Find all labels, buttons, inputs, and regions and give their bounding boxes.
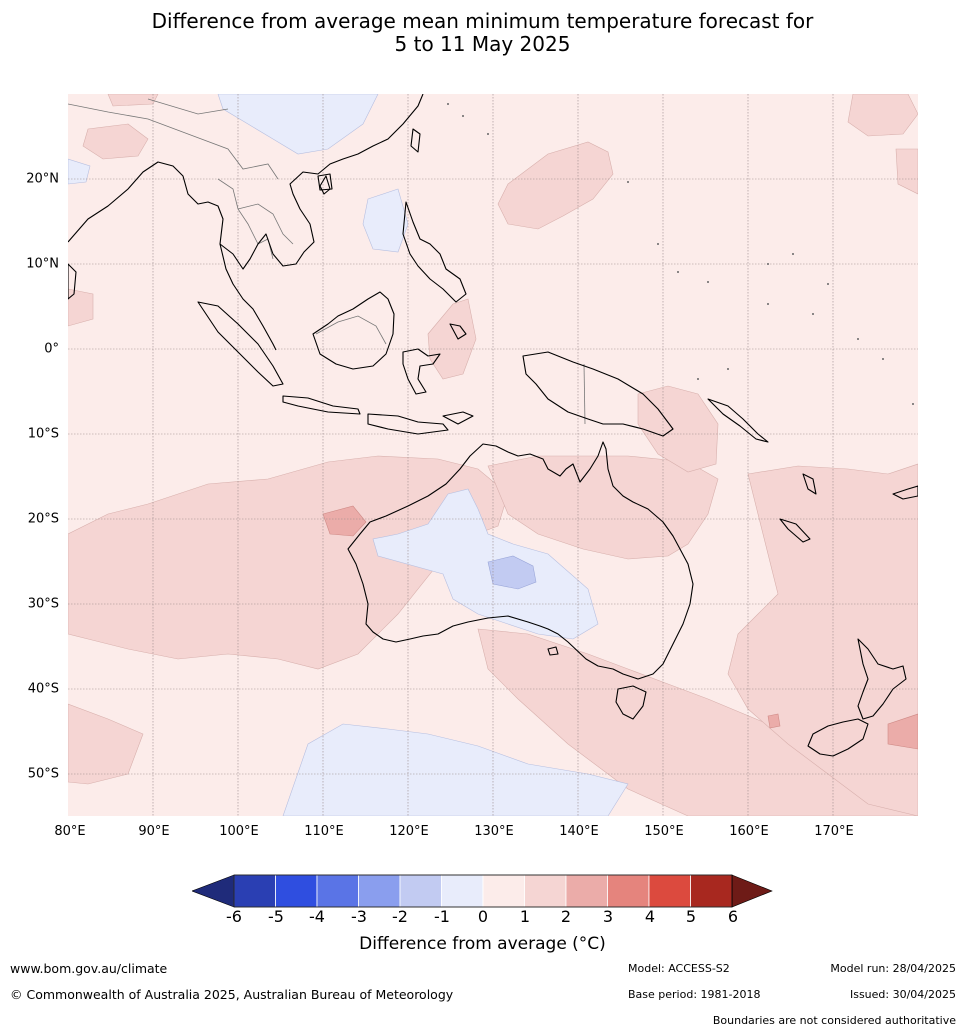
colorbar-segment bbox=[731, 874, 773, 908]
lat-label-10n: 10°N bbox=[26, 256, 59, 272]
colorbar-segment bbox=[233, 874, 276, 908]
colorbar-tick: 3 bbox=[602, 907, 614, 926]
model-run-date: Model run: 28/04/2025 bbox=[830, 962, 956, 975]
sumatra bbox=[197, 301, 284, 387]
base-period: Base period: 1981-2018 bbox=[628, 988, 761, 1001]
colorbar-tick: -4 bbox=[309, 907, 325, 926]
colorbar-tick: 2 bbox=[560, 907, 572, 926]
colorbar-tick: 4 bbox=[644, 907, 656, 926]
lon-label-90e: 90°E bbox=[138, 824, 170, 839]
colorbar-tick: -1 bbox=[434, 907, 450, 926]
lon-label-140e: 140°E bbox=[559, 824, 599, 839]
colorbar-segment bbox=[482, 874, 525, 908]
lat-label-20n: 20°N bbox=[26, 171, 59, 187]
title-line-1: Difference from average mean minimum tem… bbox=[151, 9, 814, 33]
borneo bbox=[312, 291, 395, 370]
colorbar-label: Difference from average (°C) bbox=[359, 934, 606, 954]
colorbar-tick: -5 bbox=[268, 907, 284, 926]
colorbar-tick: 5 bbox=[685, 907, 697, 926]
map-title: Difference from average mean minimum tem… bbox=[0, 10, 965, 56]
colorbar-segment bbox=[275, 874, 318, 908]
lon-label-150e: 150°E bbox=[644, 824, 684, 839]
colorbar-segment bbox=[690, 874, 733, 908]
anomaly-1-2-regions bbox=[68, 94, 918, 816]
lon-label-160e: 160°E bbox=[729, 824, 769, 839]
anomaly-2-3-regions bbox=[322, 505, 918, 750]
colorbar-tick: -3 bbox=[351, 907, 367, 926]
lon-label-100e: 100°E bbox=[219, 824, 259, 839]
new-guinea bbox=[522, 351, 674, 437]
colorbar-segment bbox=[565, 874, 608, 908]
colorbar-tick: 0 bbox=[477, 907, 489, 926]
title-line-2: 5 to 11 May 2025 bbox=[394, 32, 571, 56]
colorbar-segment bbox=[358, 874, 401, 908]
model-name: Model: ACCESS-S2 bbox=[628, 962, 730, 975]
colorbar-segment bbox=[524, 874, 567, 908]
colorbar-tick: 1 bbox=[519, 907, 531, 926]
issued-date: Issued: 30/04/2025 bbox=[849, 988, 956, 1001]
colorbar-segment bbox=[399, 874, 442, 908]
colorbar-segment bbox=[192, 874, 235, 908]
colorbar-segment bbox=[441, 874, 484, 908]
colorbar-segment bbox=[648, 874, 691, 908]
forecast-map bbox=[68, 94, 918, 816]
copyright-text: © Commonwealth of Australia 2025, Austra… bbox=[10, 987, 454, 1002]
anomaly-minus1-0-regions bbox=[68, 94, 629, 816]
colorbar-segment bbox=[607, 874, 650, 908]
colorbar-frame bbox=[233, 874, 733, 908]
lon-label-80e: 80°E bbox=[54, 824, 86, 839]
lon-label-170e: 170°E bbox=[814, 824, 854, 839]
boundaries-disclaimer: Boundaries are not considered authoritat… bbox=[712, 1014, 956, 1027]
website-link[interactable]: www.bom.gov.au/climate bbox=[10, 961, 168, 976]
lat-label-50s: 50°S bbox=[27, 766, 59, 782]
colorbar-tick: -6 bbox=[226, 907, 242, 926]
lat-label-30s: 30°S bbox=[27, 596, 59, 612]
coastlines bbox=[68, 94, 918, 757]
lat-label-10s: 10°S bbox=[27, 426, 59, 442]
lon-label-130e: 130°E bbox=[474, 824, 514, 839]
lat-label-40s: 40°S bbox=[27, 681, 59, 697]
colorbar-segment bbox=[316, 874, 359, 908]
lat-label-0: 0° bbox=[44, 341, 59, 357]
lon-label-110e: 110°E bbox=[304, 824, 344, 839]
pacific-islets bbox=[447, 103, 914, 405]
colorbar-tick: -2 bbox=[392, 907, 408, 926]
graticule bbox=[68, 94, 918, 816]
australia bbox=[347, 441, 694, 680]
lat-label-20s: 20°S bbox=[27, 511, 59, 527]
colorbar bbox=[192, 874, 773, 908]
colorbar-tick: 6 bbox=[727, 907, 739, 926]
lon-label-120e: 120°E bbox=[389, 824, 429, 839]
